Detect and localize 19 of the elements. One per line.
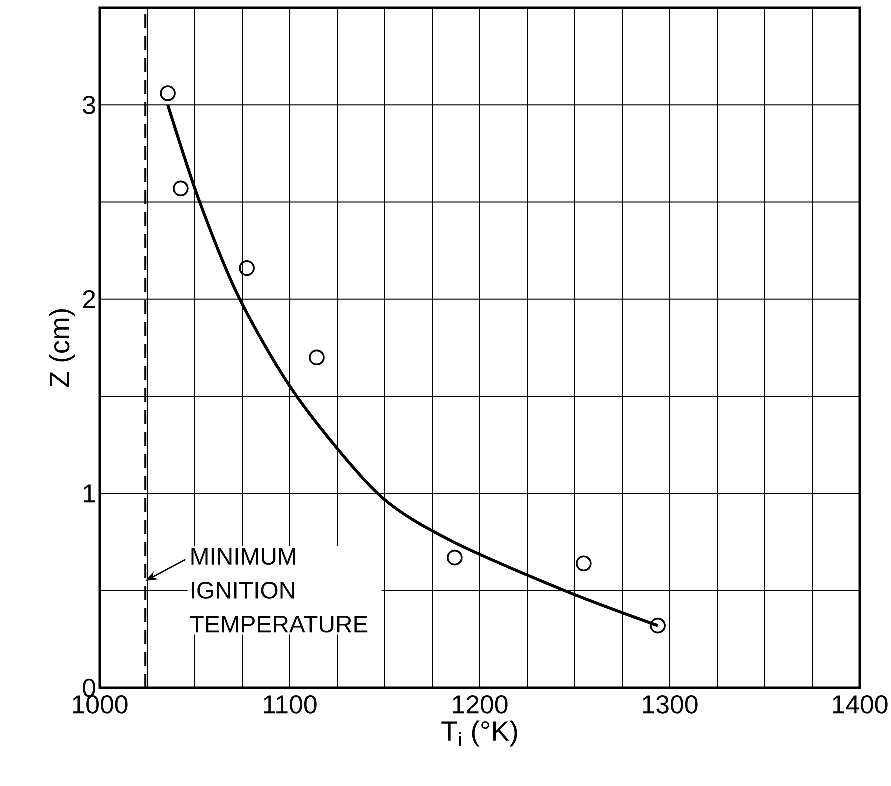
point [173, 180, 189, 197]
point [160, 86, 176, 102]
x-tick-label: 1400 [833, 696, 888, 714]
x-tick-label: 1200 [453, 696, 508, 714]
ref-line-label: MINIMUM IGNITION TEMPERATURE [190, 548, 368, 633]
point [309, 350, 325, 366]
point [239, 260, 255, 276]
y-axis-title: Z (cm) [49, 309, 76, 388]
x-axis-title: T$_{i}$ (°K) [442, 720, 518, 747]
y-tick-label: 0 [83, 678, 96, 698]
point [576, 556, 592, 572]
x-tick-label: 1100 [264, 696, 317, 714]
y-tick-label: 2 [83, 290, 96, 308]
x-tick-label: 1000 [73, 696, 128, 714]
point [650, 618, 666, 634]
x-tick-label: 1300 [643, 696, 698, 714]
y-tick-label: 3 [83, 96, 96, 114]
y-tick-label: 1 [84, 484, 96, 503]
point [447, 550, 463, 566]
